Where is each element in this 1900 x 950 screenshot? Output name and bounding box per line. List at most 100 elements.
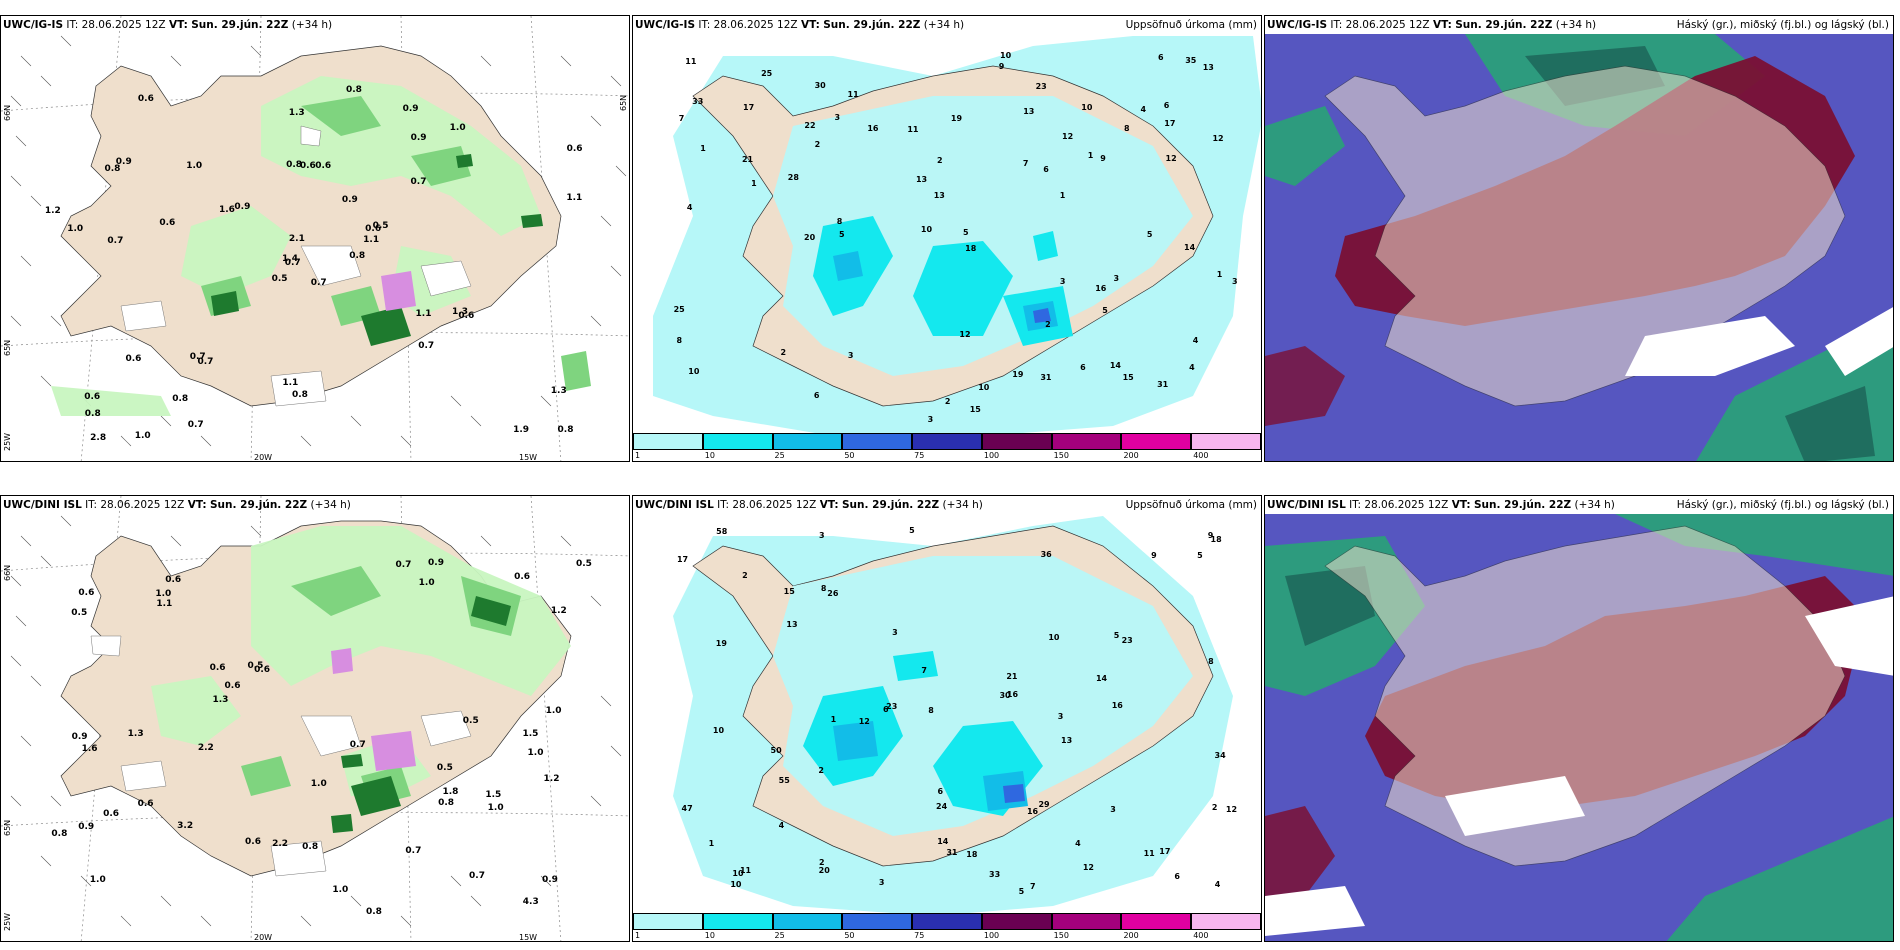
legend-tick-label: 100 <box>983 931 1000 940</box>
accum-value: 10 <box>688 367 700 377</box>
legend-swatch <box>1121 433 1192 450</box>
map-panel-bottom-left: UWC/DINI ISL IT: 28.06.2025 12Z VT: Sun.… <box>0 495 630 942</box>
accum-value: 14 <box>1184 243 1196 253</box>
precip-value: 0.6 <box>514 571 531 582</box>
accum-value: 8 <box>820 584 827 594</box>
accum-value: 10 <box>1000 51 1012 61</box>
accum-value: 16 <box>1111 701 1123 711</box>
accum-value: 6 <box>1163 101 1170 111</box>
accum-value: 9 <box>1100 153 1106 163</box>
accum-value: 1 <box>700 143 706 153</box>
accum-value: 33 <box>692 97 704 107</box>
accum-value: 21 <box>1006 672 1018 682</box>
accum-value: 16 <box>1006 689 1019 699</box>
precip-value: 0.6 <box>315 160 332 171</box>
accum-value: 3 <box>892 627 898 637</box>
legend-tick-label: 50 <box>844 931 855 940</box>
cloud-map <box>1265 496 1893 941</box>
lat-label: 66N <box>3 104 12 121</box>
precip-value: 2.2 <box>197 743 214 754</box>
precip-value: 1.5 <box>485 790 502 801</box>
accum-value: 20 <box>804 232 816 242</box>
precip-value: 0.8 <box>557 425 574 436</box>
precip-value: 0.5 <box>575 558 592 569</box>
accum-value: 20 <box>818 865 830 875</box>
precip-value: 1.4 <box>282 254 298 265</box>
precip-value: 0.6 <box>159 217 176 228</box>
precip-value: 1.0 <box>155 588 172 599</box>
accum-value: 9 <box>1151 551 1157 561</box>
accum-value: 4 <box>1214 879 1221 889</box>
legend-tick-label: 10 <box>704 451 715 460</box>
accum-value: 4 <box>778 821 785 831</box>
accum-value: 11 <box>685 56 697 66</box>
precip-dark-area <box>241 566 521 806</box>
precip-value: 0.5 <box>271 274 288 285</box>
accum-value: 6 <box>1174 871 1180 881</box>
accum-value: 8 <box>1123 124 1130 134</box>
accum-value: 5 <box>1197 550 1203 560</box>
accum-value: 25 <box>761 68 773 78</box>
precip-value: 0.9 <box>542 875 558 886</box>
accum-value: 11 <box>907 125 919 135</box>
accum-value: 11 <box>847 89 859 99</box>
accum-value: 25 <box>673 305 685 315</box>
accum-value: 16 <box>867 123 879 133</box>
accum-value: 24 <box>936 802 948 812</box>
panel-title: UWC/DINI ISL IT: 28.06.2025 12Z VT: Sun.… <box>635 499 983 511</box>
accum-value: 21 <box>741 154 754 164</box>
precip-value: 1.0 <box>418 578 435 589</box>
accum-value: 1 <box>708 839 715 849</box>
legend-tick-label: 75 <box>914 931 925 940</box>
accum-value: 31 <box>946 848 958 858</box>
lon-label: 15W <box>519 933 538 942</box>
precip-value: 0.8 <box>104 163 121 174</box>
lat-label: 25W <box>3 912 12 931</box>
accum-value: 9 <box>998 61 1005 71</box>
precip-value: 0.8 <box>302 842 319 853</box>
precip-value: 0.9 <box>115 156 132 167</box>
accum-value: 7 <box>1029 881 1036 891</box>
legend-swatch <box>772 913 843 930</box>
precip-heavy-area <box>331 596 511 833</box>
panel-title: UWC/DINI ISL IT: 28.06.2025 12Z VT: Sun.… <box>3 499 351 511</box>
legend-swatch <box>1121 913 1192 930</box>
precip-value: 0.9 <box>234 202 251 213</box>
legend-swatch <box>842 433 913 450</box>
accum-value: 10 <box>730 880 742 890</box>
panel-title: UWC/IG-IS IT: 28.06.2025 12Z VT: Sun. 29… <box>1267 19 1597 31</box>
accum-value: 3 <box>847 350 854 360</box>
accum-value: 12 <box>1212 134 1224 144</box>
accum-value: 3 <box>1110 804 1116 814</box>
lat-label-right: 65N <box>619 94 628 111</box>
accum-value: 18 <box>965 244 977 254</box>
map-panel-top-middle: UWC/IG-IS IT: 28.06.2025 12Z VT: Sun. 29… <box>632 15 1262 462</box>
lon-label: 20W <box>254 453 273 462</box>
lat-label: 66N <box>3 564 12 581</box>
legend-tick-label: 25 <box>774 451 785 460</box>
precip-value: 1.0 <box>527 748 544 759</box>
accum-value: 15 <box>969 405 981 415</box>
precip-value: 0.6 <box>365 223 382 234</box>
legend-tick-label: 25 <box>774 931 785 940</box>
legend-swatch <box>1051 913 1122 930</box>
accum-value: 23 <box>1121 636 1133 646</box>
precip-value: 0.8 <box>438 797 455 808</box>
accum-value: 3 <box>1057 711 1064 721</box>
accum-value: 13 <box>1202 62 1214 72</box>
iceland-land <box>1324 525 1846 867</box>
precip-value: 4.3 <box>522 896 539 907</box>
precip-value: 2.2 <box>272 839 289 850</box>
precip-value: 0.6 <box>165 574 182 585</box>
accum-value: 2 <box>780 348 787 358</box>
panel-field-title: Háský (gr.), miðský (fj.bl.) og lágský (… <box>1676 19 1889 31</box>
precip-value: 1.0 <box>186 161 203 172</box>
accum-value: 29 <box>1038 799 1050 809</box>
accum-value: 11 <box>1143 849 1155 859</box>
precip-value: 0.6 <box>137 798 154 809</box>
precip-value: 1.0 <box>449 123 466 134</box>
accum-precip-map <box>633 16 1261 461</box>
precip-value: 0.7 <box>349 739 366 750</box>
accum-value: 12 <box>1165 153 1177 163</box>
accum-value: 19 <box>950 113 963 123</box>
